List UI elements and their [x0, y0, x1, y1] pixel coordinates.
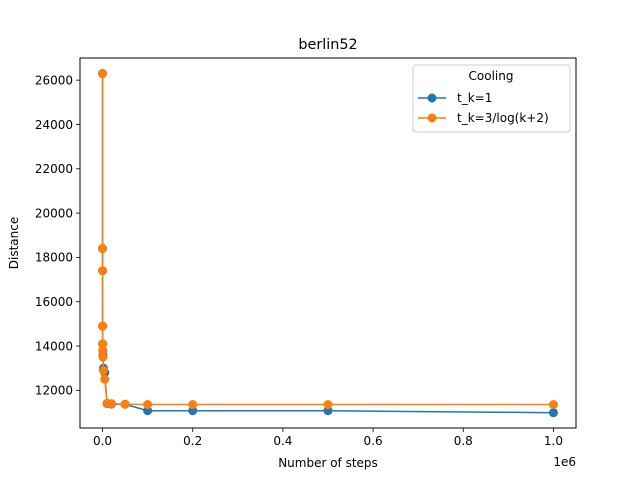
series-1 — [98, 69, 558, 410]
data-point — [98, 365, 108, 375]
x-tick-label: 0.6 — [364, 434, 383, 448]
x-tick-label: 0.0 — [93, 434, 112, 448]
data-point — [100, 374, 110, 384]
legend-entry-t-k-1: t_k=1 — [418, 91, 492, 105]
y-tick-label: 22000 — [35, 162, 73, 176]
legend-label-t-k-1: t_k=1 — [457, 91, 492, 105]
legend-marker-t-k-1 — [427, 93, 437, 103]
data-point — [98, 345, 108, 355]
data-point — [143, 400, 153, 410]
y-tick-label: 18000 — [35, 251, 73, 265]
x-axis-offset: 1e6 — [553, 455, 576, 469]
x-axis: 0.0 0.2 0.4 0.6 0.8 1.0 — [93, 428, 563, 448]
x-tick-label: 1.0 — [544, 434, 563, 448]
legend-title: Cooling — [469, 69, 514, 83]
chart-title: berlin52 — [298, 37, 357, 53]
data-point — [548, 400, 558, 410]
y-axis: 12000 14000 16000 18000 20000 22000 24000 26000 — [35, 73, 80, 398]
data-point — [98, 244, 108, 254]
x-tick-label: 0.4 — [273, 434, 292, 448]
data-point — [143, 406, 153, 416]
legend-box — [412, 64, 571, 133]
data-point — [548, 408, 558, 418]
data-point — [323, 406, 333, 416]
x-tick-label: 0.2 — [183, 434, 202, 448]
y-tick-label: 12000 — [35, 384, 73, 398]
data-point — [98, 321, 108, 331]
x-axis-label: Number of steps — [278, 456, 378, 470]
data-point — [188, 400, 198, 410]
y-tick-label: 26000 — [35, 73, 73, 87]
legend-label-t-k-log: t_k=3/log(k+2) — [457, 111, 549, 125]
data-point — [98, 339, 108, 349]
data-point — [107, 399, 117, 409]
data-point — [98, 352, 108, 362]
data-point — [98, 266, 108, 276]
y-tick-label: 24000 — [35, 118, 73, 132]
y-tick-label: 16000 — [35, 295, 73, 309]
legend: Cooling t_k=1 t_k=3/log(k+2) — [412, 64, 571, 133]
x-tick-label: 0.8 — [454, 434, 473, 448]
data-point — [188, 406, 198, 416]
data-point — [323, 400, 333, 410]
data-point — [98, 69, 108, 79]
legend-marker-t-k-log — [427, 113, 437, 123]
y-tick-label: 14000 — [35, 339, 73, 353]
data-point — [120, 399, 130, 409]
series-layer — [98, 69, 558, 418]
legend-entry-t-k-log: t_k=3/log(k+2) — [418, 111, 549, 125]
y-tick-label: 20000 — [35, 206, 73, 220]
y-axis-label: Distance — [7, 217, 21, 269]
plot-frame — [79, 57, 577, 429]
